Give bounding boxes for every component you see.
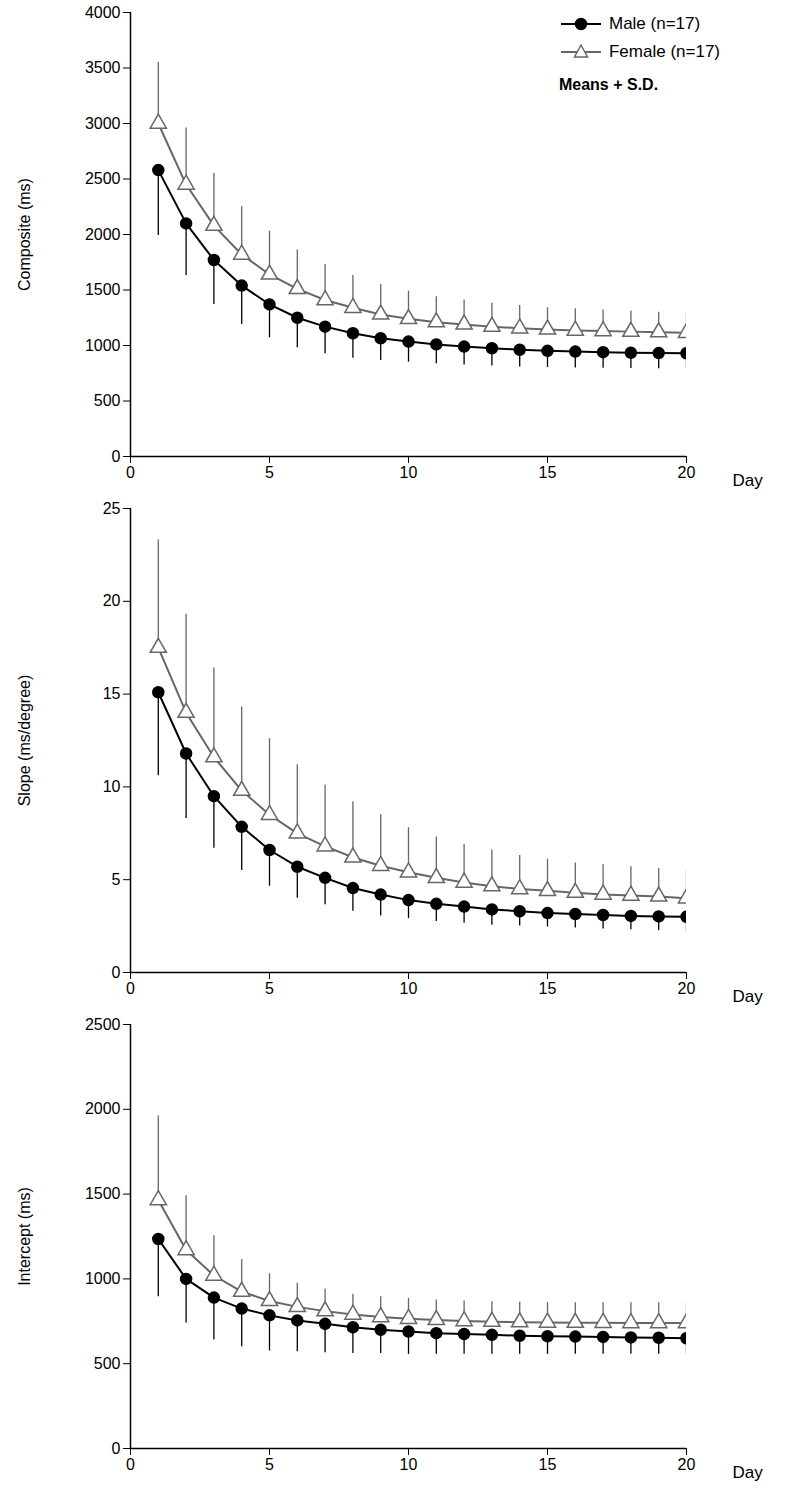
svg-text:2000: 2000 bbox=[85, 1100, 121, 1117]
svg-text:0: 0 bbox=[126, 464, 135, 481]
svg-text:Composite (ms): Composite (ms) bbox=[16, 178, 33, 291]
svg-text:0: 0 bbox=[112, 1440, 121, 1457]
svg-text:Day: Day bbox=[733, 1463, 764, 1482]
svg-text:0: 0 bbox=[112, 448, 121, 465]
svg-text:3000: 3000 bbox=[85, 115, 121, 132]
svg-text:Intercept (ms): Intercept (ms) bbox=[16, 1187, 33, 1286]
svg-text:1500: 1500 bbox=[85, 281, 121, 298]
svg-text:15: 15 bbox=[103, 685, 121, 702]
svg-text:10: 10 bbox=[400, 980, 418, 997]
svg-text:0: 0 bbox=[126, 1456, 135, 1473]
svg-text:4000: 4000 bbox=[85, 4, 121, 21]
svg-text:5: 5 bbox=[112, 871, 121, 888]
svg-text:500: 500 bbox=[94, 392, 121, 409]
svg-text:Day: Day bbox=[733, 471, 764, 490]
svg-text:2500: 2500 bbox=[85, 170, 121, 187]
html-text:Male (n=17): Male (n=17) bbox=[609, 14, 701, 33]
html-text:Means + S.D.: Means + S.D. bbox=[559, 76, 659, 93]
svg-text:Slope (ms/degree): Slope (ms/degree) bbox=[16, 675, 33, 807]
svg-text:25: 25 bbox=[103, 500, 121, 517]
svg-text:10: 10 bbox=[103, 778, 121, 795]
svg-text:1500: 1500 bbox=[85, 1185, 121, 1202]
html-text:Female (n=17): Female (n=17) bbox=[609, 42, 720, 61]
svg-text:15: 15 bbox=[539, 980, 557, 997]
svg-text:5: 5 bbox=[265, 464, 274, 481]
svg-text:Day: Day bbox=[733, 987, 764, 1006]
svg-text:20: 20 bbox=[678, 1456, 696, 1473]
svg-text:5: 5 bbox=[265, 1456, 274, 1473]
svg-text:1000: 1000 bbox=[85, 337, 121, 354]
svg-text:5: 5 bbox=[265, 980, 274, 997]
svg-text:1000: 1000 bbox=[85, 1270, 121, 1287]
svg-text:500: 500 bbox=[94, 1355, 121, 1372]
svg-text:20: 20 bbox=[678, 464, 696, 481]
svg-text:10: 10 bbox=[400, 1456, 418, 1473]
svg-text:2000: 2000 bbox=[85, 226, 121, 243]
svg-text:3500: 3500 bbox=[85, 59, 121, 76]
svg-text:0: 0 bbox=[112, 964, 121, 981]
svg-text:0: 0 bbox=[126, 980, 135, 997]
svg-text:2500: 2500 bbox=[85, 1016, 121, 1033]
svg-text:20: 20 bbox=[103, 592, 121, 609]
svg-text:15: 15 bbox=[539, 464, 557, 481]
svg-text:10: 10 bbox=[400, 464, 418, 481]
svg-text:15: 15 bbox=[539, 1456, 557, 1473]
svg-text:20: 20 bbox=[678, 980, 696, 997]
